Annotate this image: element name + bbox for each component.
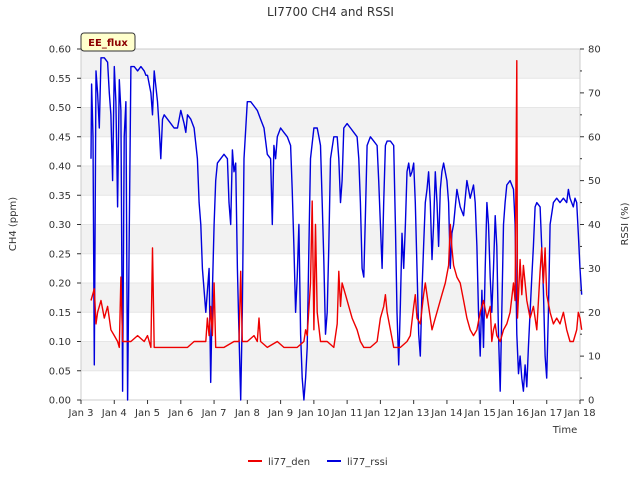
plot-band bbox=[81, 49, 580, 79]
series-line-li77_rssi bbox=[90, 57, 583, 401]
y-tick-label: 0.20 bbox=[49, 279, 71, 290]
plot-band bbox=[81, 224, 580, 254]
y-tick-label: 0.00 bbox=[49, 396, 71, 407]
y-axis-label: CH4 (ppm) bbox=[8, 197, 19, 251]
x-tick-label: Jan 9 bbox=[267, 408, 293, 419]
legend: li77_den li77_rssi bbox=[248, 457, 388, 468]
x-tick-label: Jan 5 bbox=[134, 408, 160, 419]
y-tick-label: 0.15 bbox=[49, 308, 71, 319]
legend-label-li77_den: li77_den bbox=[268, 457, 310, 468]
x-axis-label: Time bbox=[552, 425, 577, 436]
series-layer bbox=[90, 57, 583, 401]
x-tick-label: Jan 3 bbox=[68, 408, 94, 419]
y2-tick-label: 40 bbox=[588, 220, 601, 231]
site-badge-box bbox=[80, 32, 136, 52]
site-label: EE_flux bbox=[88, 38, 128, 49]
y2-tick-label: 10 bbox=[588, 352, 601, 363]
y2-tick-label: 20 bbox=[588, 308, 601, 319]
y2-axis-label: RSSI (%) bbox=[620, 202, 631, 245]
x-tick-label: Jan 11 bbox=[330, 408, 362, 419]
y-tick-label: 0.35 bbox=[49, 191, 71, 202]
y-tick-label: 0.60 bbox=[49, 45, 71, 56]
y2-tick-label: 0 bbox=[588, 396, 594, 407]
x-tick-label: Jan 15 bbox=[464, 408, 496, 419]
y2-tick-label: 80 bbox=[588, 45, 601, 56]
y2-tick-label: 30 bbox=[588, 264, 601, 275]
y-tick-label: 0.40 bbox=[49, 162, 71, 173]
y2-axis-ticks: 0 10 20 30 40 50 60 70 80 bbox=[580, 45, 601, 407]
y2-tick-label: 50 bbox=[588, 176, 601, 187]
x-tick-label: Jan 4 bbox=[101, 408, 127, 419]
y-tick-label: 0.25 bbox=[49, 249, 71, 260]
x-tick-label: Jan 6 bbox=[167, 408, 193, 419]
x-axis-ticks: Jan 3 Jan 4 Jan 5 Jan 6 Jan 7 Jan 8 Jan 9 Jan 1… bbox=[68, 400, 596, 419]
x-tick-label: Jan 8 bbox=[234, 408, 260, 419]
y2-tick-label: 70 bbox=[588, 88, 601, 99]
x-tick-label: Jan 7 bbox=[201, 408, 227, 419]
y-tick-label: 0.55 bbox=[49, 74, 71, 85]
plot-band bbox=[81, 78, 580, 108]
y2-tick-label: 60 bbox=[588, 132, 601, 143]
y-tick-label: 0.30 bbox=[49, 220, 71, 231]
plot-band bbox=[81, 370, 580, 400]
y-tick-label: 0.05 bbox=[49, 366, 71, 377]
y-tick-label: 0.45 bbox=[49, 132, 71, 143]
x-tick-label: Jan 10 bbox=[297, 408, 329, 419]
plot-band bbox=[81, 253, 580, 283]
x-tick-label: Jan 17 bbox=[530, 408, 562, 419]
site-badge: EE_flux bbox=[80, 32, 136, 52]
legend-label-li77_rssi: li77_rssi bbox=[347, 457, 388, 468]
plot-bands bbox=[81, 49, 580, 400]
series-line-li77_den bbox=[90, 60, 583, 349]
x-tick-label: Jan 16 bbox=[497, 408, 529, 419]
plot-band bbox=[81, 107, 580, 137]
x-tick-label: Jan 13 bbox=[397, 408, 429, 419]
y-tick-label: 0.10 bbox=[49, 337, 71, 348]
chart-title: LI7700 CH4 and RSSI bbox=[267, 5, 394, 19]
y-tick-label: 0.50 bbox=[49, 103, 71, 114]
plot-band bbox=[81, 195, 580, 225]
plot-band bbox=[81, 341, 580, 371]
x-tick-label: Jan 14 bbox=[430, 408, 462, 419]
x-tick-label: Jan 12 bbox=[364, 408, 396, 419]
x-tick-label: Jan 18 bbox=[563, 408, 595, 419]
y-axis-ticks: 0.00 0.05 0.10 0.15 0.20 0.25 0.30 0.35 0.40 0.45… bbox=[49, 45, 81, 407]
plot-band bbox=[81, 283, 580, 313]
